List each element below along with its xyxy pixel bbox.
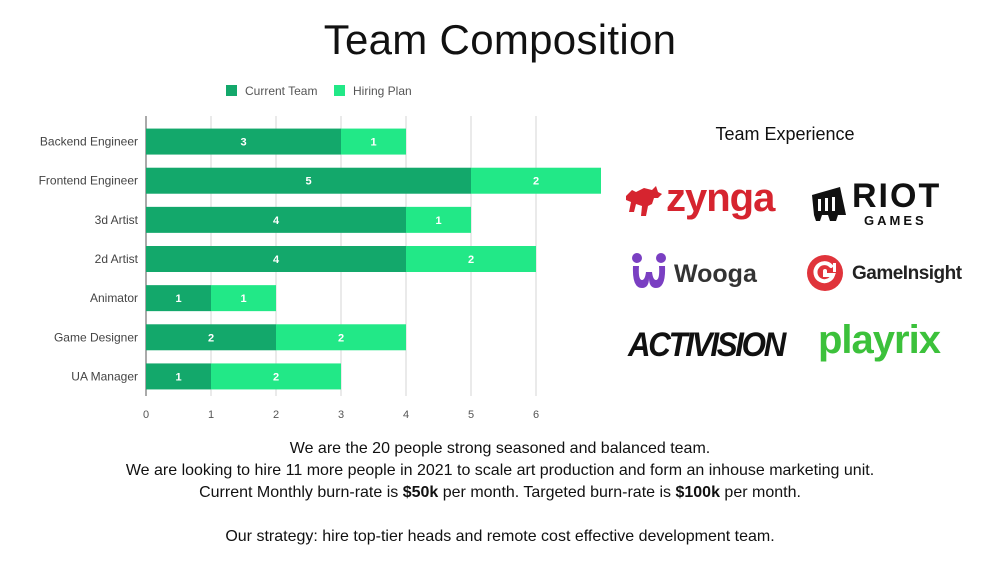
current-burn-rate: $50k [402, 484, 439, 501]
zynga-wordmark: zynga [666, 176, 775, 220]
riot-fist-icon [812, 187, 846, 221]
bar-1-0 [146, 167, 471, 194]
bar-0-0 [146, 128, 341, 155]
legend-label-1: Hiring Plan [353, 84, 412, 98]
summary-line-1: We are the 20 people strong seasoned and… [289, 440, 711, 457]
gameinsight-logo: GameInsight [806, 254, 976, 294]
bar-2-1 [406, 206, 471, 233]
category-label-2: 3d Artist [95, 213, 139, 227]
legend-swatch-0 [226, 85, 237, 96]
chart-bars: 3 1 5 2 4 1 4 2 1 1 2 2 1 2 [146, 128, 601, 390]
team-composition-chart: Current Team Hiring Plan 3 1 5 2 4 1 4 2 1 1 2 2 1 2 B… [39, 84, 601, 421]
slide-title: Team Composition [323, 16, 677, 63]
targeted-burn-rate: $100k [675, 484, 720, 501]
summary-line-4: Our strategy: hire top-tier heads and re… [225, 528, 775, 545]
x-tick-2: 2 [273, 409, 279, 421]
bar-value-0-0: 3 [240, 137, 246, 149]
activision-wordmark: ACTIVISION [628, 326, 786, 364]
bar-5-0 [146, 324, 276, 351]
wooga-logo: Wooga [630, 252, 770, 296]
x-tick-4: 4 [403, 409, 409, 421]
category-label-5: Game Designer [54, 330, 138, 344]
legend-label-0: Current Team [245, 84, 317, 98]
gameinsight-icon [807, 255, 843, 291]
gameinsight-wordmark: GameInsight [852, 263, 962, 284]
legend-swatch-1 [334, 85, 345, 96]
bar-value-4-0: 1 [175, 293, 181, 305]
bar-value-0-1: 1 [370, 137, 376, 149]
bar-0-1 [341, 128, 406, 155]
x-tick-1: 1 [208, 409, 214, 421]
x-tick-0: 0 [143, 409, 149, 421]
bar-value-2-0: 4 [273, 215, 280, 227]
bar-3-0 [146, 246, 406, 272]
category-label-4: Animator [90, 291, 138, 305]
x-tick-5: 5 [468, 409, 474, 421]
category-label-1: Frontend Engineer [39, 174, 138, 188]
bar-1-1 [471, 167, 601, 194]
x-tick-6: 6 [533, 409, 539, 421]
bar-6-0 [146, 363, 211, 390]
playrix-logo: playrix [818, 318, 958, 366]
bar-value-3-0: 4 [273, 254, 280, 266]
bar-value-3-1: 2 [468, 254, 474, 266]
bar-value-1-1: 2 [533, 176, 539, 188]
bar-value-2-1: 1 [435, 215, 441, 227]
bar-5-1 [276, 324, 406, 351]
bar-4-0 [146, 285, 211, 312]
bar-value-4-1: 1 [240, 293, 246, 305]
bar-2-0 [146, 206, 406, 233]
games-wordmark: GAMES [864, 213, 927, 228]
category-label-3: 2d Artist [95, 252, 139, 266]
bar-value-1-0: 5 [305, 176, 311, 188]
zynga-logo: zynga [622, 176, 782, 224]
team-experience-title: Team Experience [715, 124, 855, 144]
wooga-icon [632, 253, 666, 288]
riot-wordmark: RIOT [852, 177, 942, 215]
summary-line-2: We are looking to hire 11 more people in… [125, 462, 875, 479]
category-label-6: UA Manager [71, 369, 138, 383]
bar-value-5-0: 2 [208, 332, 214, 344]
chart-legend: Current Team Hiring Plan [226, 84, 412, 98]
summary-text: We are the 20 people strong seasoned and… [0, 438, 1000, 548]
zynga-dog-icon [626, 186, 662, 216]
riot-games-logo: RIOT GAMES [808, 177, 958, 233]
bar-value-5-1: 2 [338, 332, 344, 344]
bar-value-6-1: 2 [273, 371, 279, 383]
chart-category-labels: Backend Engineer Frontend Engineer 3d Arti… [39, 135, 139, 384]
category-label-0: Backend Engineer [40, 135, 138, 149]
summary-line-3: Current Monthly burn-rate is $50k per mo… [199, 484, 801, 501]
bar-6-1 [211, 363, 341, 390]
activision-logo: ACTIVISION [628, 326, 786, 364]
chart-x-ticks: 0 1 2 3 4 5 6 [143, 409, 539, 421]
playrix-wordmark: playrix [818, 318, 941, 362]
wooga-wordmark: Wooga [674, 260, 757, 288]
bar-3-1 [406, 246, 536, 272]
x-tick-3: 3 [338, 409, 344, 421]
bar-4-1 [211, 285, 276, 312]
bar-value-6-0: 1 [175, 371, 181, 383]
